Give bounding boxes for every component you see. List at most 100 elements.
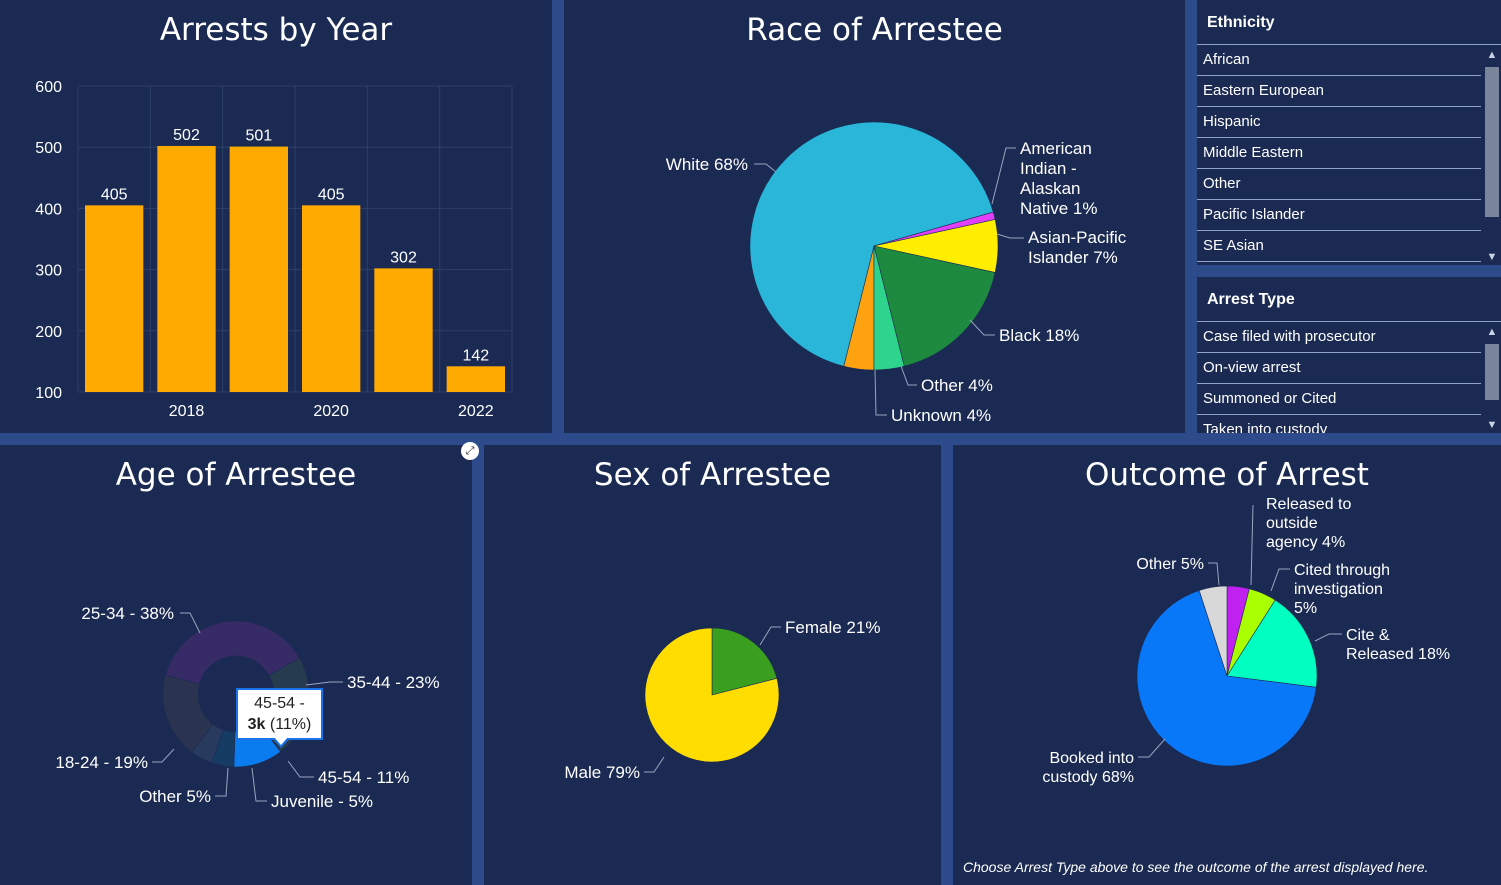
arrests-by-year-panel: Arrests by Year 100 200 300 400 500 600 405 502… <box>0 0 552 433</box>
slice-label: Other 4% <box>921 376 993 395</box>
y-tick-label: 200 <box>35 324 62 341</box>
age-donut-chart[interactable]: 25-34 - 38% 35-44 - 23% 45-54 - 11% Juvenil… <box>0 445 472 885</box>
ethnicity-list-item[interactable]: Other <box>1197 169 1481 200</box>
leader-line <box>900 365 917 386</box>
panel-title: Race of Arrestee <box>746 12 1003 48</box>
tooltip-pct: (11%) <box>265 716 312 733</box>
pie-slice <box>749 121 994 367</box>
race-panel: Race of Arrestee White 68% American Indian… <box>564 0 1185 433</box>
bar <box>302 205 361 392</box>
scrollbar[interactable]: ▲ ▼ <box>1483 47 1501 265</box>
ethnicity-list-item[interactable]: Eastern European <box>1197 76 1481 107</box>
slice-label: Unknown 4% <box>891 406 991 425</box>
chevron-down-icon[interactable]: ▼ <box>1486 419 1498 431</box>
pie-slice <box>165 620 300 685</box>
leader-line <box>991 147 1016 205</box>
slice-label: Other 5% <box>1136 556 1204 573</box>
outcome-pie-chart[interactable]: Released to outside agency 4% Cited through… <box>953 445 1501 885</box>
ethnicity-list-item[interactable]: Pacific Islander <box>1197 200 1481 231</box>
panel-title: Age of Arrestee <box>115 457 357 493</box>
bar <box>85 205 144 392</box>
tooltip-line2: 3k (11%) <box>238 714 321 735</box>
leader-line <box>305 681 343 686</box>
ethnicity-list-item[interactable]: African <box>1197 45 1481 76</box>
leader-line <box>754 163 777 173</box>
list-header: Arrest Type <box>1197 277 1501 322</box>
arrest-type-list-item[interactable]: On-view arrest <box>1197 353 1481 384</box>
slice-label: Juvenile - 5% <box>271 792 373 811</box>
y-tick-label: 300 <box>35 263 62 280</box>
leader-line <box>969 319 995 336</box>
leader-line <box>215 767 229 797</box>
bar <box>157 145 216 392</box>
pie-slice <box>644 627 780 763</box>
list-header: Ethnicity <box>1197 0 1501 45</box>
ethnicity-list: Ethnicity African Eastern European Hispani… <box>1197 0 1501 265</box>
panel-title: Sex of Arrestee <box>593 457 832 493</box>
slice-label: Male 79% <box>564 763 640 782</box>
x-tick-label: 2022 <box>458 403 494 420</box>
chevron-up-icon[interactable]: ▲ <box>1486 49 1498 61</box>
tooltip-line1: 45-54 - <box>254 695 305 712</box>
slice-label: White 68% <box>666 155 748 174</box>
bar <box>229 146 288 392</box>
slice-label: Cited through investigation 5% <box>1294 562 1390 617</box>
leader-line <box>287 760 314 778</box>
leader-line <box>996 233 1024 239</box>
ethnicity-list-item[interactable]: Middle Eastern <box>1197 138 1481 169</box>
arrest-type-list: Arrest Type Case filed with prosecutor On… <box>1197 277 1501 433</box>
arrest-type-list-item[interactable]: Case filed with prosecutor <box>1197 322 1481 353</box>
slice-label: 25-34 - 38% <box>81 604 174 623</box>
leader-line <box>1250 504 1254 586</box>
slice-label: American Indian -Alaskan Native 1% <box>1020 139 1097 218</box>
age-panel: Age of Arrestee 25-34 - 38% 35-44 - 23% 45… <box>0 445 472 885</box>
leader-line <box>1208 562 1220 586</box>
pie-slice <box>1226 599 1318 688</box>
arrest-type-list-item[interactable]: Taken into custody <box>1197 415 1481 433</box>
leader-line <box>1138 738 1166 758</box>
panel-title: Outcome of Arrest <box>1085 457 1369 493</box>
slice-label: Female 21% <box>785 618 880 637</box>
bar-value-label: 302 <box>390 249 417 266</box>
pie-slice <box>873 245 996 367</box>
x-tick-label: 2020 <box>313 403 349 420</box>
scrollbar[interactable]: ▲ ▼ <box>1483 324 1501 433</box>
x-tick-label: 2018 <box>169 403 205 420</box>
pie-slice <box>1198 585 1228 677</box>
y-tick-label: 400 <box>35 201 62 218</box>
leader-line <box>759 626 781 646</box>
chart-tooltip: 45-54 - 3k (11%) <box>236 688 323 748</box>
slice-label: Black 18% <box>999 326 1079 345</box>
tooltip-value: 3k <box>247 716 266 733</box>
leader-line <box>874 369 887 416</box>
leader-line <box>1314 633 1342 642</box>
arrest-type-list-item[interactable]: Summoned or Cited <box>1197 384 1481 415</box>
slice-label: Other 5% <box>139 787 211 806</box>
pie-slice <box>162 674 214 753</box>
bar-value-label: 501 <box>245 128 272 145</box>
slice-label: 18-24 - 19% <box>55 753 148 772</box>
y-tick-label: 500 <box>35 140 62 157</box>
bar-value-label: 405 <box>101 186 128 203</box>
ethnicity-list-item[interactable]: SE Asian <box>1197 231 1481 262</box>
scroll-thumb[interactable] <box>1485 67 1499 217</box>
pie-slice <box>711 627 778 696</box>
outcome-footnote: Choose Arrest Type above to see the outc… <box>963 859 1429 875</box>
slice-label: 35-44 - 23% <box>347 673 440 692</box>
chevron-up-icon[interactable]: ▲ <box>1486 326 1498 338</box>
outcome-panel: Outcome of Arrest Released to outside agen… <box>953 445 1501 885</box>
y-tick-label: 600 <box>35 79 62 96</box>
bar-chart[interactable]: 100 200 300 400 500 600 405 502 501 405 302 142 2018… <box>0 0 552 433</box>
scroll-thumb[interactable] <box>1485 344 1499 400</box>
panel-title: Arrests by Year <box>159 12 393 48</box>
slice-label: Asian-Pacific Islander 7% <box>1028 228 1127 267</box>
chevron-down-icon[interactable]: ▼ <box>1486 251 1498 263</box>
bar-value-label: 405 <box>318 186 345 203</box>
bar <box>374 268 433 392</box>
sex-pie-chart[interactable]: Female 21% Male 79% <box>484 445 941 885</box>
slice-label: Cite & Released 18% <box>1346 627 1450 663</box>
race-pie-chart[interactable]: White 68% American Indian -Alaskan Native 1… <box>564 0 1185 433</box>
expand-icon[interactable]: ⤢ <box>461 442 479 460</box>
leader-line <box>180 612 201 634</box>
ethnicity-list-item[interactable]: Hispanic <box>1197 107 1481 138</box>
